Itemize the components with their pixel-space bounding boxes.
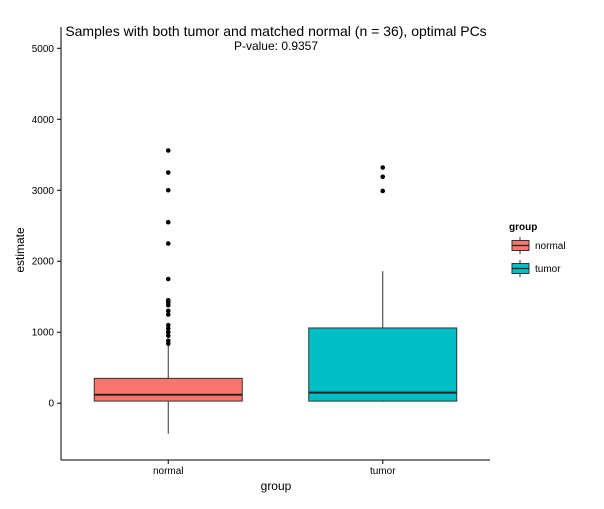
outlier-point (165, 148, 171, 153)
legend-entry-normal: normal (511, 237, 566, 254)
outlier-point (165, 276, 171, 282)
x-tick-label: normal (153, 466, 184, 477)
outlier-point (165, 241, 171, 246)
y-tick-label: 0 (48, 399, 54, 410)
x-tick-label: tumor (370, 466, 396, 477)
legend-label: tumor (535, 264, 561, 275)
legend-label: normal (535, 241, 566, 252)
outlier-point (165, 170, 171, 175)
box-normal (93, 148, 243, 434)
outlier-point (165, 341, 171, 346)
y-tick-label: 3000 (32, 186, 55, 197)
plot-area: 0 1000 2000 3000 4000 5000 normal tumor (32, 27, 490, 477)
y-axis-label: estimate (13, 227, 27, 273)
outlier-point (380, 188, 386, 194)
outlier-point (165, 302, 171, 308)
outlier-point (165, 187, 171, 193)
outlier-point (165, 312, 171, 317)
outlier-point (165, 308, 171, 314)
iqr-box (93, 377, 243, 402)
outlier-point (380, 165, 386, 170)
y-tick-label: 2000 (32, 257, 55, 268)
chart-title: Samples with both tumor and matched norm… (65, 23, 486, 39)
y-tick-label: 1000 (32, 328, 55, 339)
outlier-point (165, 329, 171, 335)
outlier-point (165, 219, 171, 225)
legend-entry-tumor: tumor (511, 260, 561, 277)
outlier-point (380, 174, 386, 180)
iqr-box (308, 327, 458, 402)
outlier-point (165, 322, 171, 328)
y-tick-label: 5000 (32, 44, 55, 55)
y-tick-label: 4000 (32, 115, 55, 126)
chart-subtitle: P-value: 0.9357 (234, 39, 318, 53)
legend-title: group (509, 222, 537, 233)
outlier-point (165, 326, 171, 331)
legend: normal tumor (511, 237, 566, 277)
x-axis-label: group (261, 479, 292, 493)
box-tumor (308, 165, 458, 402)
outlier-point (165, 333, 171, 339)
